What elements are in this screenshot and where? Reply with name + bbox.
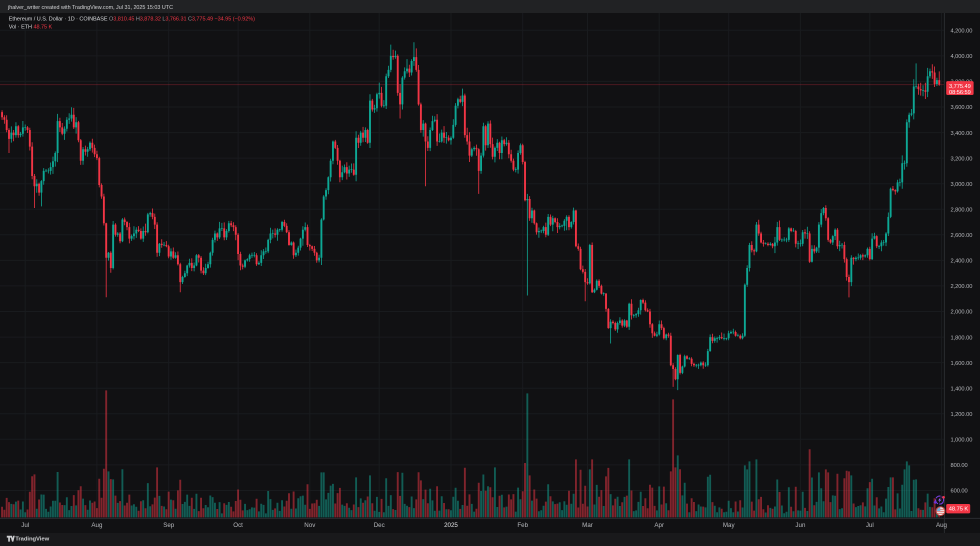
svg-text:Dec: Dec	[374, 522, 385, 529]
svg-text:Aug: Aug	[91, 522, 103, 529]
svg-text:3,600.00: 3,600.00	[951, 105, 973, 111]
svg-text:2,200.00: 2,200.00	[951, 284, 973, 290]
svg-text:Jul: Jul	[21, 522, 29, 529]
svg-text:3,775.49: 3,775.49	[949, 84, 971, 90]
svg-text:Sep: Sep	[163, 522, 175, 529]
svg-text:May: May	[723, 522, 736, 529]
svg-text:Apr: Apr	[654, 522, 664, 529]
svg-text:800.00: 800.00	[951, 463, 968, 469]
svg-text:2,000.00: 2,000.00	[951, 310, 973, 316]
svg-text:2,600.00: 2,600.00	[951, 233, 973, 239]
svg-text:3,200.00: 3,200.00	[951, 156, 973, 162]
svg-text:3,400.00: 3,400.00	[951, 131, 973, 137]
svg-text:600.00: 600.00	[951, 489, 968, 495]
svg-text:jhalver_writer created with Tr: jhalver_writer created with TradingView.…	[7, 5, 173, 11]
svg-text:2,800.00: 2,800.00	[951, 207, 973, 213]
svg-text:Feb: Feb	[517, 522, 528, 529]
svg-text:Aug: Aug	[936, 522, 948, 529]
svg-text:Nov: Nov	[304, 522, 316, 529]
svg-text:TradingView: TradingView	[15, 536, 49, 542]
svg-text:Jul: Jul	[866, 522, 874, 529]
svg-text:1,000.00: 1,000.00	[951, 438, 973, 444]
svg-text:Jun: Jun	[795, 522, 806, 529]
svg-text:1,600.00: 1,600.00	[951, 361, 973, 367]
svg-text:4,200.00: 4,200.00	[951, 29, 973, 35]
svg-text:4,000.00: 4,000.00	[951, 54, 973, 60]
svg-text:48.75 K: 48.75 K	[949, 507, 969, 513]
svg-text:1,800.00: 1,800.00	[951, 335, 973, 341]
svg-text:Ethereum / U.S. Dollar · 1D ·: Ethereum / U.S. Dollar · 1D · COINBASE O…	[9, 16, 255, 22]
svg-text:2025: 2025	[444, 522, 458, 529]
svg-text:3,000.00: 3,000.00	[951, 182, 973, 188]
svg-text:Vol · ETH 48.75 K: Vol · ETH 48.75 K	[9, 24, 53, 30]
svg-text:2,400.00: 2,400.00	[951, 259, 973, 265]
svg-text:Mar: Mar	[582, 522, 593, 529]
svg-text:1,400.00: 1,400.00	[951, 386, 973, 392]
svg-text:Oct: Oct	[233, 522, 243, 529]
svg-text:1,200.00: 1,200.00	[951, 412, 973, 418]
svg-text:08:56:59: 08:56:59	[949, 90, 971, 96]
